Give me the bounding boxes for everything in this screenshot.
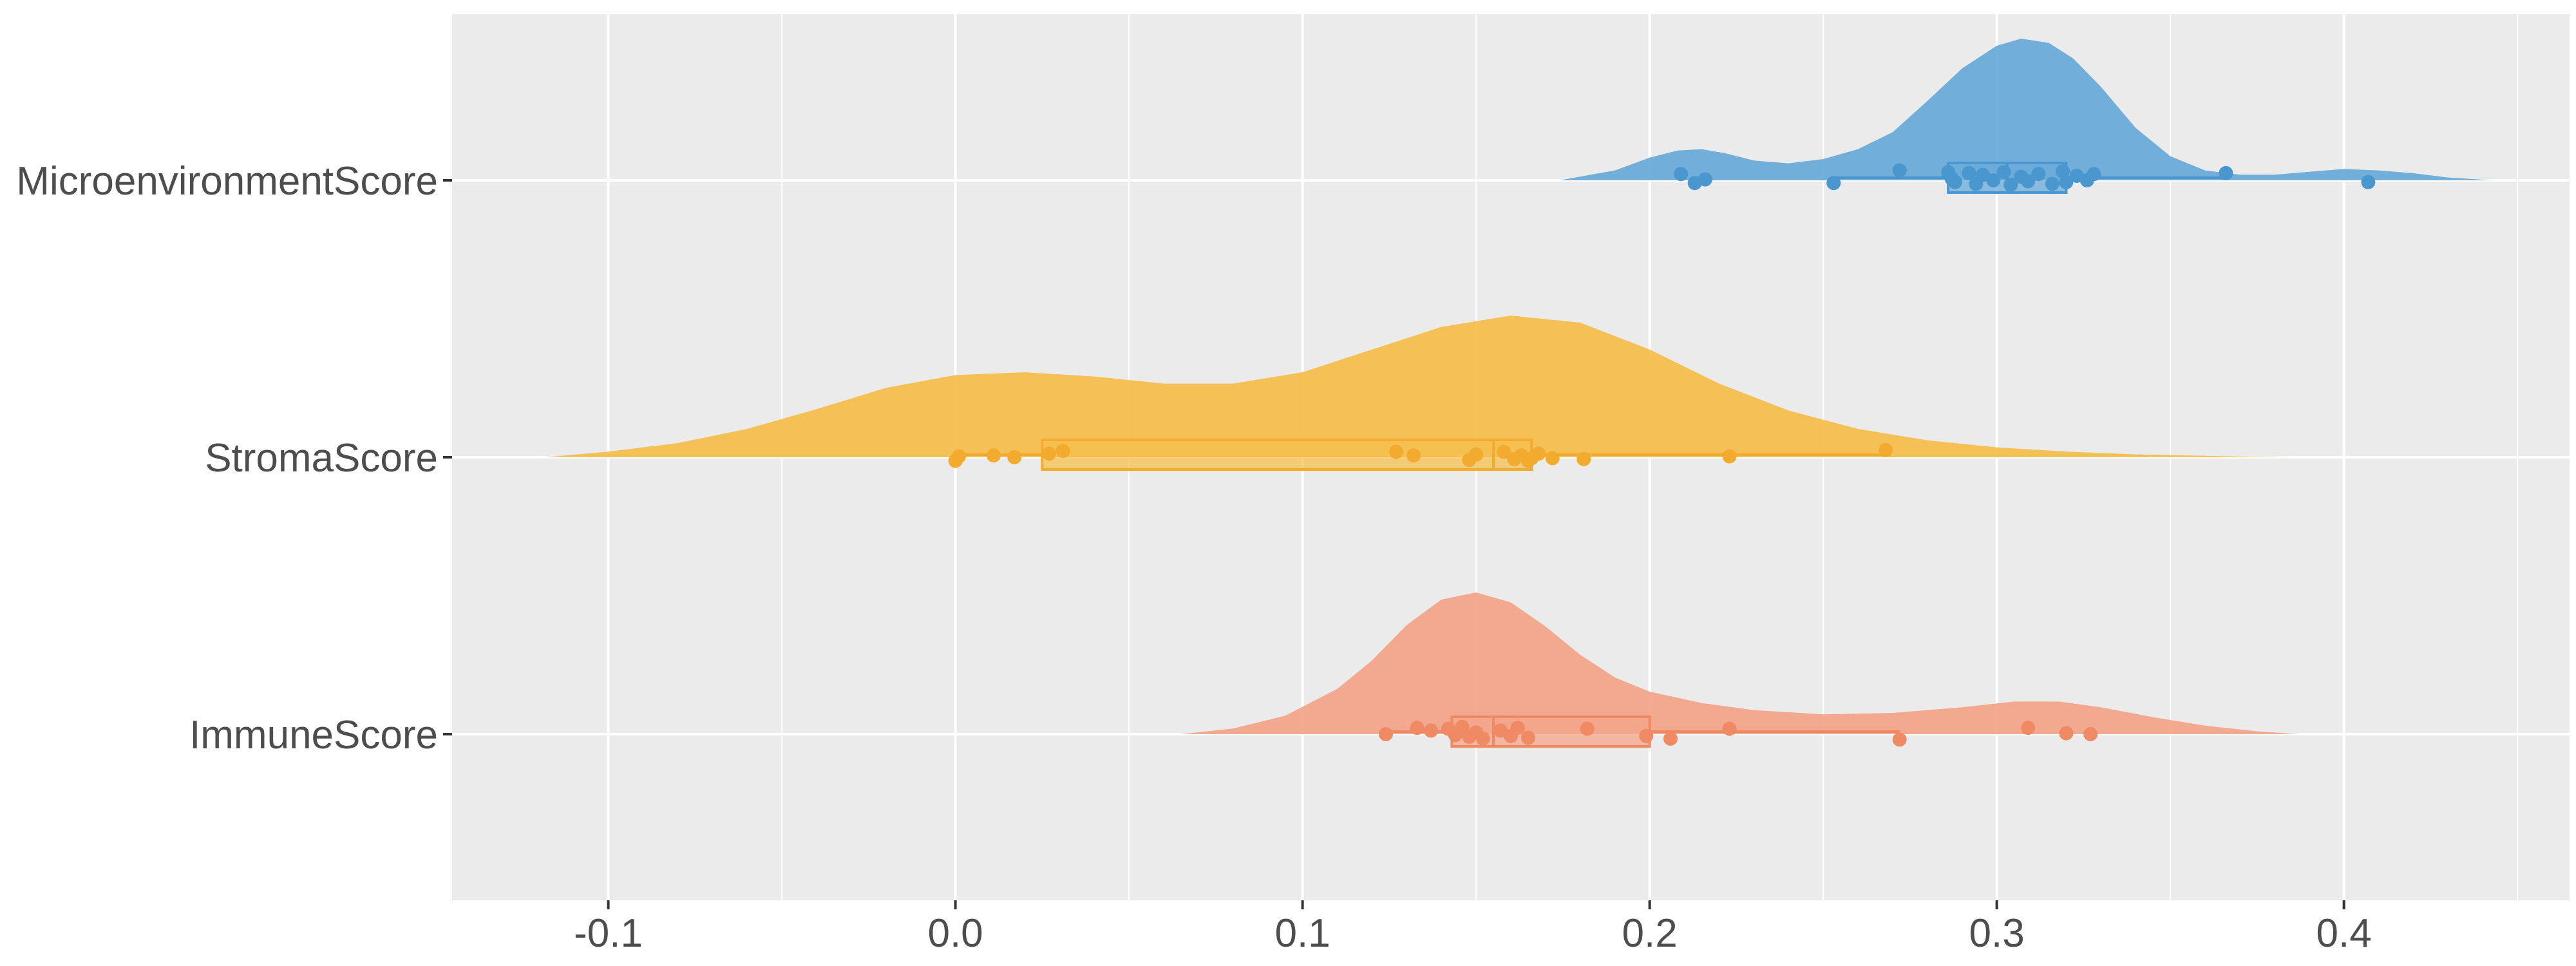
point-stromascore-10 xyxy=(1497,444,1511,459)
point-microenvironmentscore-3 xyxy=(1826,176,1841,191)
density-cloud-microenvironmentscore xyxy=(1559,39,2494,180)
point-stromascore-18 xyxy=(1722,449,1737,464)
x-axis: -0.1 0.0 0.1 0.2 0.3 0.4 xyxy=(574,900,2372,956)
x-tick-label-3: 0.2 xyxy=(1622,911,1678,956)
point-immunescore-0 xyxy=(1378,727,1393,741)
box-stromascore xyxy=(1041,439,1533,471)
point-immunescore-19 xyxy=(2059,726,2074,741)
point-immunescore-5 xyxy=(1455,719,1470,734)
point-microenvironmentscore-0 xyxy=(1674,167,1689,182)
point-immunescore-12 xyxy=(1520,730,1535,745)
point-microenvironmentscore-18 xyxy=(2056,164,2070,178)
point-immunescore-2 xyxy=(1424,723,1439,738)
point-microenvironmentscore-19 xyxy=(2059,175,2074,189)
point-stromascore-7 xyxy=(1406,448,1421,463)
point-immunescore-18 xyxy=(2021,721,2036,735)
point-immunescore-20 xyxy=(2083,727,2098,741)
x-tick-label-0: -0.1 xyxy=(574,911,643,956)
point-immunescore-1 xyxy=(1410,721,1425,735)
point-immunescore-17 xyxy=(1892,732,1907,747)
point-stromascore-4 xyxy=(1042,446,1057,461)
point-immunescore-13 xyxy=(1580,721,1595,736)
point-stromascore-17 xyxy=(1577,451,1591,466)
point-microenvironmentscore-7 xyxy=(1947,175,1962,189)
point-stromascore-15 xyxy=(1531,446,1546,461)
y-tick-label-microenvironmentscore: MicroenvironmentScore xyxy=(16,159,438,204)
density-cloud-immunescore xyxy=(1180,592,2299,734)
x-tick-label-4: 0.3 xyxy=(1969,911,2025,956)
point-stromascore-3 xyxy=(1007,450,1022,464)
density-clouds xyxy=(545,39,2494,734)
point-microenvironmentscore-16 xyxy=(2031,167,2046,182)
point-microenvironmentscore-15 xyxy=(2021,174,2036,189)
point-stromascore-6 xyxy=(1389,444,1404,459)
point-microenvironmentscore-4 xyxy=(1892,163,1907,178)
jitter-points xyxy=(948,163,2376,747)
point-stromascore-2 xyxy=(986,448,1001,463)
point-microenvironmentscore-8 xyxy=(1962,166,1976,180)
point-microenvironmentscore-10 xyxy=(1976,167,1991,182)
point-immunescore-8 xyxy=(1475,732,1490,746)
point-immunescore-9 xyxy=(1493,723,1508,738)
point-microenvironmentscore-12 xyxy=(1996,165,2011,180)
point-stromascore-1 xyxy=(951,449,966,464)
point-immunescore-16 xyxy=(1722,721,1737,736)
y-axis: MicroenvironmentScore StromaScore ImmuneSc… xyxy=(16,159,452,757)
y-tick-label-stromascore: StromaScore xyxy=(205,436,438,480)
point-stromascore-19 xyxy=(1879,442,1893,457)
point-microenvironmentscore-17 xyxy=(2045,176,2060,191)
y-tick-label-immunescore: ImmuneScore xyxy=(189,713,438,757)
x-tick-label-1: 0.0 xyxy=(927,911,983,956)
point-immunescore-14 xyxy=(1639,728,1654,743)
point-microenvironmentscore-11 xyxy=(1986,173,2001,187)
point-stromascore-9 xyxy=(1469,447,1484,462)
point-stromascore-16 xyxy=(1545,451,1560,466)
point-microenvironmentscore-2 xyxy=(1698,172,1712,187)
x-tick-label-2: 0.1 xyxy=(1274,911,1330,956)
point-microenvironmentscore-22 xyxy=(2087,167,2101,182)
density-cloud-stromascore xyxy=(545,316,2292,457)
x-tick-label-5: 0.4 xyxy=(2316,911,2372,956)
point-microenvironmentscore-13 xyxy=(2003,178,2018,192)
point-immunescore-11 xyxy=(1510,721,1525,735)
point-microenvironmentscore-24 xyxy=(2361,175,2376,189)
point-microenvironmentscore-23 xyxy=(2219,166,2233,180)
point-stromascore-5 xyxy=(1056,444,1070,459)
point-immunescore-15 xyxy=(1663,732,1678,746)
